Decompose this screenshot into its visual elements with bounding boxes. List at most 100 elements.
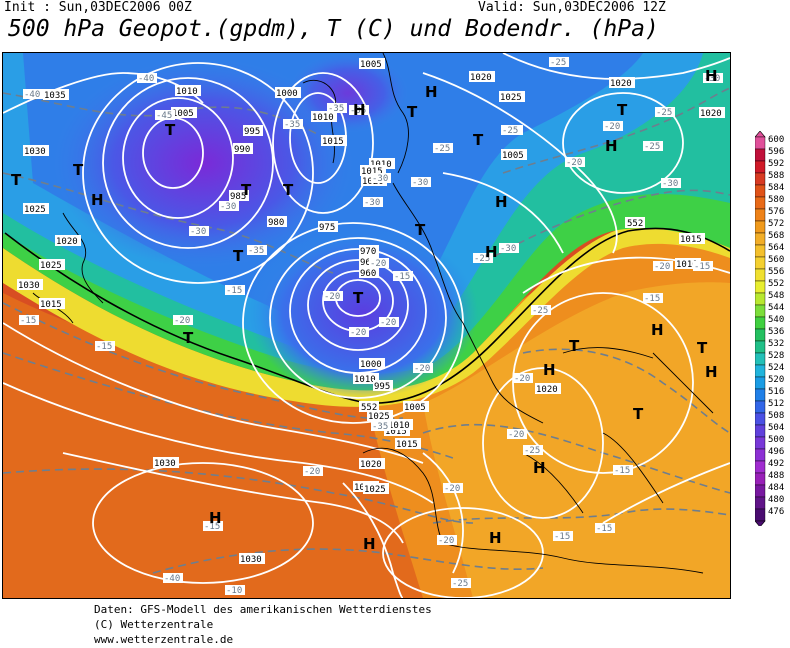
scale-value: 552 <box>768 279 784 289</box>
svg-text:-15: -15 <box>226 286 242 296</box>
svg-text:-15: -15 <box>614 466 630 476</box>
temperature-label: -20 <box>507 429 527 440</box>
svg-text:1000: 1000 <box>360 360 382 370</box>
scale-swatch <box>755 376 766 390</box>
scale-swatch <box>755 184 766 198</box>
temperature-label: -20 <box>413 363 433 374</box>
isobar-label: 1030 <box>17 279 43 291</box>
isobar-label: 995 <box>243 125 263 137</box>
svg-text:-20: -20 <box>414 364 430 374</box>
scale-value: 536 <box>768 327 784 337</box>
svg-text:-20: -20 <box>508 430 524 440</box>
svg-text:960: 960 <box>360 269 376 279</box>
isobar-label: 1020 <box>609 77 635 89</box>
temperature-label: -35 <box>349 105 369 116</box>
svg-text:-35: -35 <box>284 120 300 130</box>
svg-text:-15: -15 <box>204 522 220 532</box>
scale-swatch <box>755 232 766 246</box>
svg-text:-25: -25 <box>502 126 518 136</box>
svg-text:-15: -15 <box>644 294 660 304</box>
temperature-label: -20 <box>443 483 463 494</box>
svg-text:1010: 1010 <box>676 260 698 270</box>
svg-text:-20: -20 <box>438 536 454 546</box>
low-pressure-marker: T <box>617 101 628 119</box>
color-scale-legend: 600 596 592 588 584 580 576 572 568 564 560 556 552 5… <box>755 131 784 526</box>
high-pressure-marker: H <box>533 459 546 477</box>
svg-text:1020: 1020 <box>56 237 78 247</box>
low-pressure-marker: T <box>353 289 364 307</box>
svg-text:-25: -25 <box>644 142 660 152</box>
svg-text:-20: -20 <box>324 292 340 302</box>
scale-swatch <box>755 208 766 222</box>
isobar-label: 1005 <box>171 107 197 119</box>
valid-time: Valid: Sun,03DEC2006 12Z <box>478 0 666 15</box>
temperature-label: -30 <box>363 197 383 208</box>
scale-arrow-up <box>755 131 766 138</box>
high-pressure-marker: H <box>543 361 556 379</box>
high-pressure-marker: H <box>425 83 438 101</box>
svg-text:-35: -35 <box>328 104 344 114</box>
temperature-label: -15 <box>643 293 663 304</box>
scale-value: 488 <box>768 471 784 481</box>
temperature-label: -15 <box>693 261 713 272</box>
svg-text:-35: -35 <box>350 106 366 116</box>
temperature-label: -20 <box>379 317 399 328</box>
svg-text:1020: 1020 <box>700 109 722 119</box>
svg-text:-30: -30 <box>364 198 380 208</box>
scale-value: 524 <box>768 363 784 373</box>
svg-text:-30: -30 <box>412 178 428 188</box>
isobar-label: 1020 <box>699 107 725 119</box>
isobar-label: 1010 <box>175 85 201 97</box>
temperature-label: -30 <box>189 226 209 237</box>
scale-value: 580 <box>768 195 784 205</box>
svg-text:-20: -20 <box>566 158 582 168</box>
isobar-label: 1020 <box>359 458 385 470</box>
scale-value: 572 <box>768 219 784 229</box>
scale-value: 544 <box>768 303 784 313</box>
low-pressure-marker: T <box>633 405 644 423</box>
svg-text:-40: -40 <box>164 574 180 584</box>
svg-text:-25: -25 <box>452 579 468 589</box>
temperature-label: -15 <box>19 315 39 326</box>
temperature-label: -40 <box>23 89 43 100</box>
scale-swatch <box>755 172 766 186</box>
temperature-label: -20 <box>303 466 323 477</box>
svg-text:980: 980 <box>268 218 284 228</box>
scale-value: 496 <box>768 447 784 457</box>
weather-map: 1035 1030 1025 1010 1005 1000 995 990 985 980 975 9… <box>2 52 731 599</box>
svg-text:970: 970 <box>360 247 376 257</box>
scale-swatch <box>755 460 766 474</box>
scale-value: 588 <box>768 171 784 181</box>
svg-text:-35: -35 <box>248 246 264 256</box>
isobar-label: 1030 <box>23 145 49 157</box>
isobar-label: 990 <box>233 143 253 155</box>
svg-text:965: 965 <box>360 258 376 268</box>
scale-swatch <box>755 484 766 498</box>
svg-text:-25: -25 <box>474 254 490 264</box>
svg-text:1005: 1005 <box>360 60 382 70</box>
svg-text:-30: -30 <box>704 74 720 84</box>
isobar-label: 1010 <box>387 419 413 431</box>
temperature-label: -25 <box>433 143 453 154</box>
scale-value: 540 <box>768 315 784 325</box>
footer-website: www.wetterzentrale.de <box>94 633 234 646</box>
isobar-label: 1000 <box>275 87 301 99</box>
svg-text:-20: -20 <box>444 484 460 494</box>
temperature-label: -15 <box>613 465 633 476</box>
scale-swatch <box>755 268 766 282</box>
svg-text:-35: -35 <box>372 422 388 432</box>
svg-text:1005: 1005 <box>172 109 194 119</box>
temperature-label: -15 <box>203 521 223 532</box>
scale-swatch <box>755 352 766 366</box>
isobar-label: 1005 <box>501 149 527 161</box>
high-pressure-marker: H <box>651 321 664 339</box>
svg-text:-15: -15 <box>554 532 570 542</box>
svg-text:-20: -20 <box>174 316 190 326</box>
isobar-label: 1015 <box>360 165 386 177</box>
scale-value: 500 <box>768 435 784 445</box>
svg-text:985: 985 <box>230 192 246 202</box>
low-pressure-marker: T <box>11 171 22 189</box>
scale-value: 528 <box>768 351 784 361</box>
scale-value: 584 <box>768 183 784 193</box>
temperature-label: -15 <box>95 341 115 352</box>
